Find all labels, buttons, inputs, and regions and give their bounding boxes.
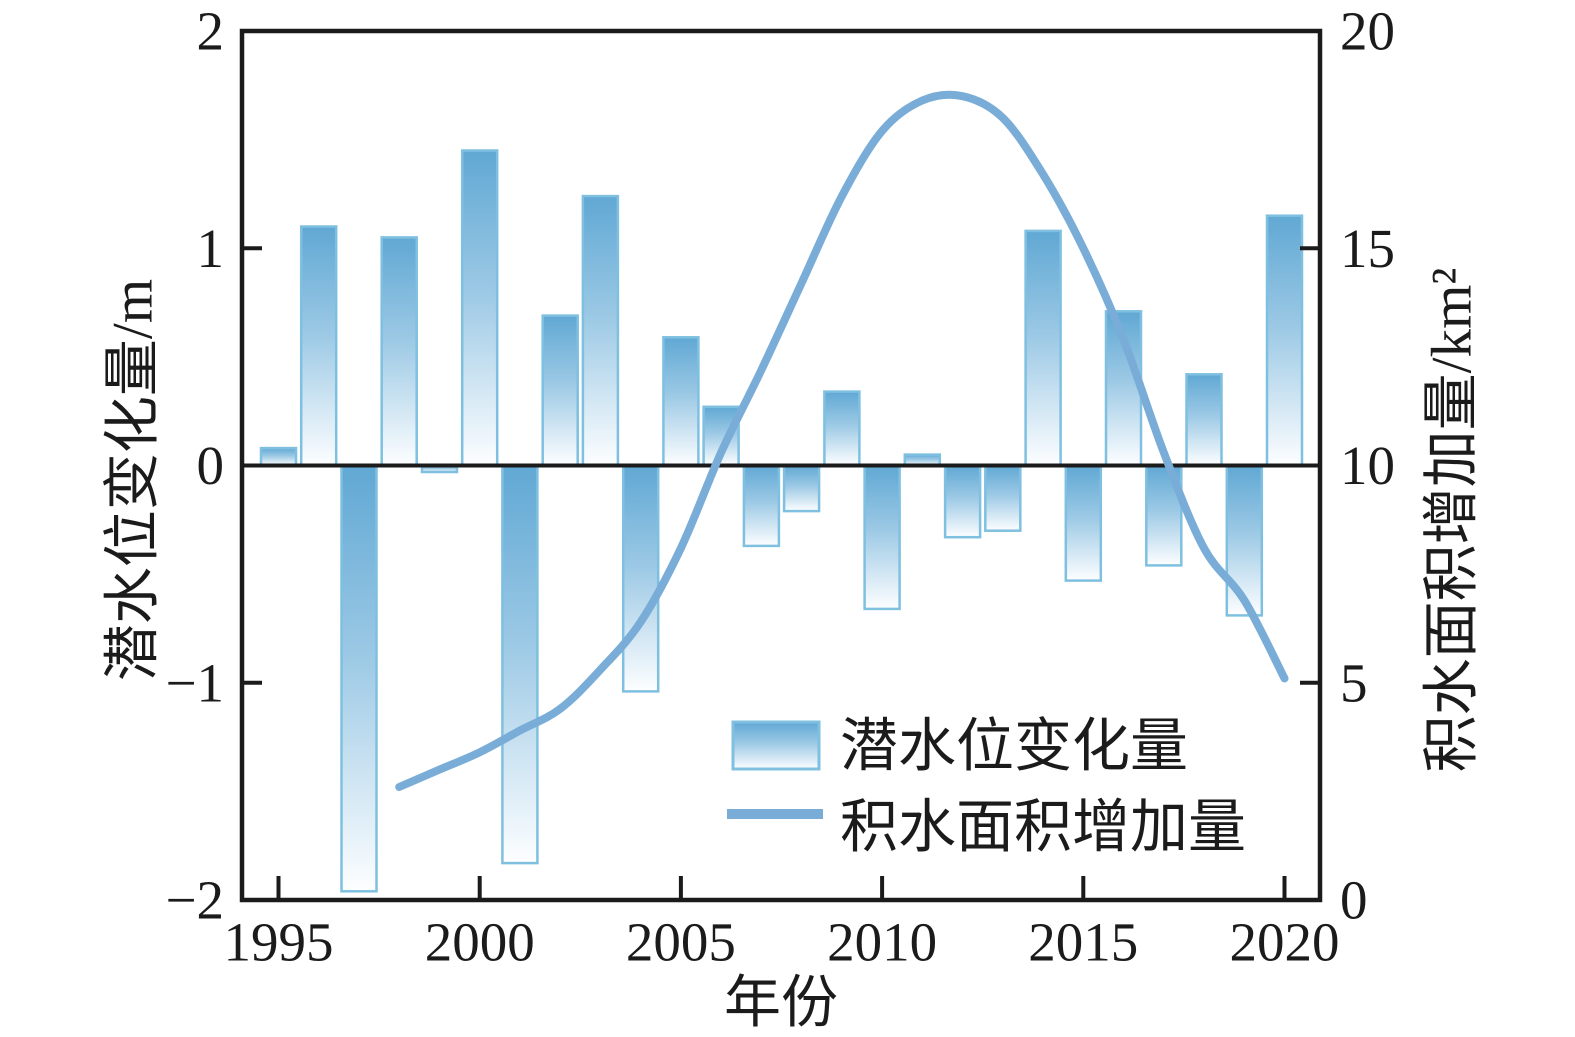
bar-2014 xyxy=(1024,229,1062,467)
bar-2004 xyxy=(621,464,660,693)
y-right-tick-label: 10 xyxy=(1340,435,1395,496)
bar-2008 xyxy=(782,464,821,513)
bar-2015 xyxy=(1064,464,1103,582)
plot-frame xyxy=(239,28,1323,903)
y-right-tick-label: 20 xyxy=(1340,1,1395,62)
y-left-tick-label: −2 xyxy=(165,870,224,931)
legend-bar-label: 潜水位变化量 xyxy=(840,714,1188,779)
y-right-tick-label: 5 xyxy=(1340,652,1368,713)
x-tick-label: 2005 xyxy=(626,912,736,973)
bar-2020 xyxy=(1265,214,1304,467)
x-tick-label: 2020 xyxy=(1230,912,1340,973)
y-right-axis-title: 积水面积增加量/km² xyxy=(1421,268,1484,773)
y-left-tick-label: 0 xyxy=(197,435,225,496)
y-left-tick-label: −1 xyxy=(165,652,224,713)
bar-1997 xyxy=(340,464,378,893)
bar-2010 xyxy=(863,464,901,611)
legend-line-label: 积水面积增加量 xyxy=(840,795,1246,860)
trend-line xyxy=(395,90,1289,791)
x-axis-title: 年份 xyxy=(724,972,838,1035)
bar-2003 xyxy=(581,194,620,467)
x-tick-label: 2010 xyxy=(827,912,937,973)
x-tick-label: 1995 xyxy=(224,912,334,973)
y-left-axis-title: 潜水位变化量/m xyxy=(102,279,165,681)
bar-2001 xyxy=(501,464,539,865)
bar-2002 xyxy=(541,314,579,467)
bar-2012 xyxy=(943,464,982,539)
bar-2009 xyxy=(823,390,861,467)
bar-1995 xyxy=(259,446,298,467)
bar-2000 xyxy=(460,149,499,467)
x-tick-label: 2015 xyxy=(1028,912,1138,973)
y-left-tick-label: 1 xyxy=(197,218,225,279)
bar-2005 xyxy=(662,336,700,467)
legend-bar-swatch xyxy=(731,720,821,771)
bar-2019 xyxy=(1225,464,1264,617)
y-right-tick-label: 0 xyxy=(1340,870,1368,931)
bar-1998 xyxy=(380,236,418,467)
y-right-tick-label: 15 xyxy=(1340,218,1395,279)
y-left-tick-label: 2 xyxy=(197,1,225,62)
bar-2007 xyxy=(742,464,781,548)
bar-1996 xyxy=(299,225,338,467)
bar-2013 xyxy=(984,464,1022,532)
x-tick-label: 2000 xyxy=(425,912,535,973)
bar-2018 xyxy=(1185,373,1223,467)
